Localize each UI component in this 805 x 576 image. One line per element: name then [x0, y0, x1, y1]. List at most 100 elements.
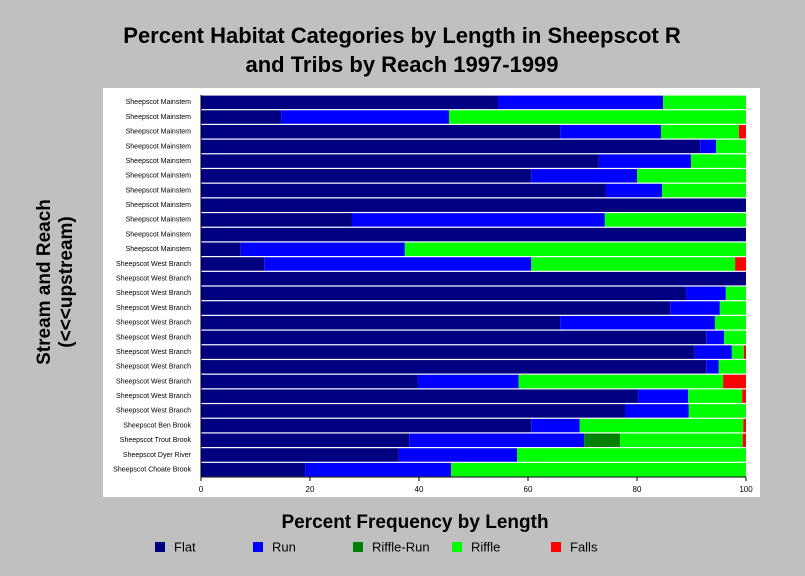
bar-segment — [201, 95, 499, 110]
y-tick-label: Sheepscot Trout Brook — [120, 437, 192, 444]
x-tick-label: 0 — [199, 485, 204, 494]
x-tick-label: 100 — [739, 485, 753, 494]
bar-segment — [201, 315, 561, 330]
bar-segment — [201, 139, 701, 154]
bar-segment — [409, 433, 585, 448]
bar-segment — [663, 95, 746, 110]
y-tick-label: Sheepscot Mainstem — [126, 231, 192, 238]
bar-segment — [518, 374, 724, 389]
bar-segment — [201, 271, 746, 286]
y-tick-label: Sheepscot West Branch — [116, 290, 191, 297]
bar-segment — [417, 374, 519, 389]
bar-segment — [637, 169, 746, 183]
bar-segment — [688, 389, 743, 403]
legend-label: Falls — [570, 539, 598, 554]
legend-swatch — [353, 542, 363, 552]
y-tick-label: Sheepscot Mainstem — [126, 158, 192, 165]
legend-label: Run — [272, 539, 296, 554]
bar-segment — [264, 257, 532, 271]
bar-segment — [451, 462, 746, 477]
y-tick-label: Sheepscot Mainstem — [126, 187, 192, 194]
bar-segment — [738, 124, 746, 139]
y-axis-title-line: Stream and Reach — [34, 199, 55, 365]
bar-segment — [742, 389, 746, 403]
bar-segment — [714, 315, 746, 330]
bar-segment — [398, 448, 518, 462]
bar-segment — [742, 433, 746, 448]
x-tick-label: 20 — [306, 485, 315, 494]
bar-segment — [498, 95, 664, 110]
bar-segment — [700, 139, 717, 154]
y-tick-label: Sheepscot West Branch — [116, 334, 191, 341]
legend-label: Riffle-Run — [372, 539, 430, 554]
bar-segment — [201, 374, 418, 389]
bar-segment — [201, 389, 639, 403]
bar-segment — [448, 110, 746, 124]
y-tick-label: Sheepscot Mainstem — [126, 129, 192, 136]
bar-segment — [201, 301, 671, 315]
legend-swatch — [155, 542, 165, 552]
bar-segment — [201, 242, 241, 257]
y-axis-title: Stream and Reach (<<<upstream) — [34, 199, 77, 365]
bar-segment — [201, 462, 306, 477]
bar-segment — [201, 257, 265, 271]
bar-segment — [605, 183, 663, 198]
y-tick-label: Sheepscot West Branch — [116, 320, 191, 327]
bar-segment — [560, 315, 715, 330]
bar-segment — [662, 183, 746, 198]
y-tick-label: Sheepscot Dyer River — [123, 452, 192, 459]
bar-segment — [579, 418, 744, 433]
bar-segment — [560, 124, 661, 139]
bar-segment — [281, 110, 449, 124]
y-tick-label: Sheepscot West Branch — [116, 408, 191, 415]
y-tick-label: Sheepscot Mainstem — [126, 246, 192, 253]
bar-segment — [240, 242, 405, 257]
bar-segment — [201, 404, 626, 418]
bar-segment — [690, 154, 746, 168]
bar-segment — [201, 227, 746, 242]
bar-segment — [706, 360, 719, 374]
bar-segment — [531, 257, 736, 271]
bar-segment — [201, 433, 410, 448]
legend-swatch — [253, 542, 263, 552]
y-axis-title-line: (<<<upstream) — [56, 216, 77, 347]
bar-segment — [694, 345, 732, 359]
bar-segment — [201, 154, 599, 168]
legend-swatch — [452, 542, 462, 552]
bar-segment — [688, 404, 746, 418]
bar-segment — [660, 124, 739, 139]
y-tick-label: Sheepscot Ben Brook — [123, 422, 191, 429]
y-tick-label: Sheepscot Mainstem — [126, 114, 192, 121]
bar-segment — [351, 213, 605, 227]
bar-segment — [743, 345, 746, 359]
bar-segment — [201, 213, 352, 227]
bar-segment — [404, 242, 746, 257]
legend-label: Riffle — [471, 539, 500, 554]
y-tick-label: Sheepscot Mainstem — [126, 217, 192, 224]
bar-segment — [201, 124, 561, 139]
y-tick-label: Sheepscot West Branch — [116, 305, 191, 312]
bar-segment — [735, 257, 746, 271]
y-tick-label: Sheepscot West Branch — [116, 275, 191, 282]
bar-segment — [201, 286, 687, 301]
bar-segment — [725, 286, 746, 301]
y-tick-label: Sheepscot Mainstem — [126, 173, 192, 180]
bar-segment — [201, 448, 399, 462]
x-axis-title: Percent Frequency by Length — [281, 512, 548, 533]
chart-title: and Tribs by Reach 1997-1999 — [245, 52, 558, 77]
y-tick-label: Sheepscot Mainstem — [126, 99, 192, 106]
bar-segment — [723, 374, 746, 389]
y-tick-label: Sheepscot Choate Brook — [113, 466, 191, 473]
x-tick-label: 40 — [415, 485, 424, 494]
y-tick-label: Sheepscot West Branch — [116, 378, 191, 385]
y-tick-label: Sheepscot Mainstem — [126, 202, 192, 209]
bar-segment — [731, 345, 744, 359]
bar-segment — [201, 360, 707, 374]
bar-segment — [531, 418, 580, 433]
legend-swatch — [551, 542, 561, 552]
bar-segment — [686, 286, 726, 301]
bar-segment — [598, 154, 691, 168]
bar-segment — [201, 418, 532, 433]
bar-segment — [638, 389, 689, 403]
